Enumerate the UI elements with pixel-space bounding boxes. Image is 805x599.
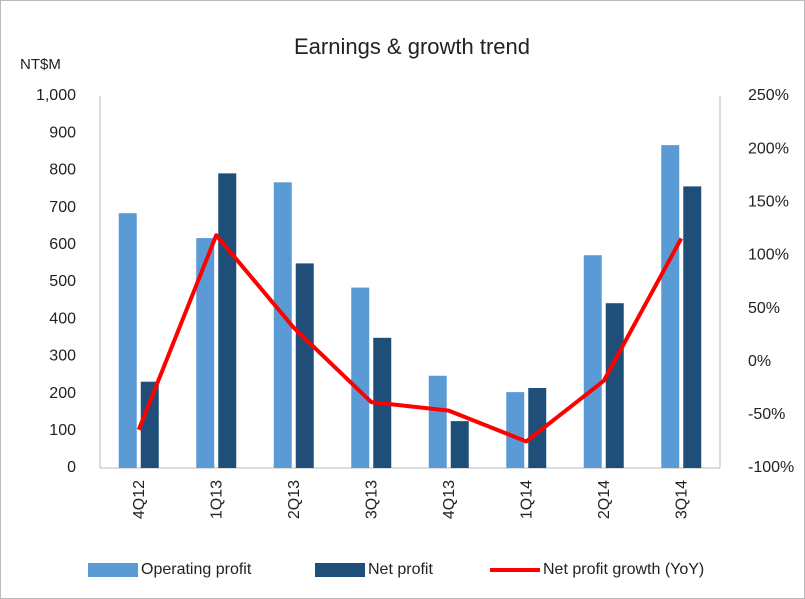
y-tick-label: 0 bbox=[67, 459, 76, 476]
y-tick-label: 900 bbox=[49, 124, 76, 141]
bar bbox=[450, 421, 469, 468]
bar bbox=[273, 182, 292, 468]
y-tick-label: 1,000 bbox=[36, 87, 76, 104]
bar bbox=[605, 303, 624, 468]
y2-tick-label: 150% bbox=[748, 194, 789, 211]
bar bbox=[583, 255, 602, 468]
y-tick-label: 600 bbox=[49, 236, 76, 253]
bar bbox=[661, 145, 680, 468]
bar bbox=[295, 263, 314, 468]
y2-tick-label: 250% bbox=[748, 87, 789, 104]
bar bbox=[351, 287, 370, 468]
x-tick-label: 4Q13 bbox=[441, 480, 458, 519]
x-tick-label: 4Q12 bbox=[131, 480, 148, 519]
x-tick-label: 3Q13 bbox=[363, 480, 380, 519]
y2-tick-label: 100% bbox=[748, 247, 789, 264]
x-tick-label: 2Q14 bbox=[596, 480, 613, 519]
bar bbox=[218, 173, 237, 468]
legend-swatch bbox=[315, 563, 365, 577]
y-tick-label: 300 bbox=[49, 348, 76, 365]
legend-label: Net profit bbox=[368, 561, 433, 578]
y2-tick-label: 0% bbox=[748, 353, 771, 370]
x-tick-label: 1Q14 bbox=[518, 480, 535, 519]
y2-tick-label: -100% bbox=[748, 459, 794, 476]
y-tick-label: 500 bbox=[49, 273, 76, 290]
legend-label: Net profit growth (YoY) bbox=[543, 561, 704, 578]
bar bbox=[118, 213, 137, 468]
bar bbox=[683, 186, 702, 468]
y2-tick-label: 200% bbox=[748, 140, 789, 157]
x-tick-label: 1Q13 bbox=[208, 480, 225, 519]
y2-tick-label: 50% bbox=[748, 300, 780, 317]
y-tick-label: 200 bbox=[49, 385, 76, 402]
bar bbox=[196, 238, 215, 468]
legend-label: Operating profit bbox=[141, 561, 252, 578]
y-tick-label: 100 bbox=[49, 422, 76, 439]
x-tick-label: 3Q14 bbox=[673, 480, 690, 519]
y-tick-label: 700 bbox=[49, 199, 76, 216]
bar bbox=[428, 375, 447, 468]
x-tick-label: 2Q13 bbox=[286, 480, 303, 519]
y-tick-label: 800 bbox=[49, 162, 76, 179]
bar bbox=[506, 392, 525, 468]
line-series bbox=[136, 233, 684, 444]
y2-tick-label: -50% bbox=[748, 406, 785, 423]
chart-title: Earnings & growth trend bbox=[294, 34, 530, 59]
bar bbox=[528, 388, 547, 468]
y-axis-label: NT$M bbox=[20, 56, 61, 73]
legend-swatch bbox=[88, 563, 138, 577]
y-tick-label: 400 bbox=[49, 310, 76, 327]
bar bbox=[140, 381, 159, 468]
